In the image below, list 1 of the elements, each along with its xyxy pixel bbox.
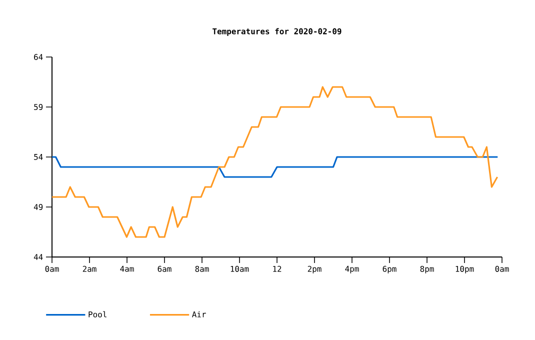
line-series <box>51 86 498 238</box>
